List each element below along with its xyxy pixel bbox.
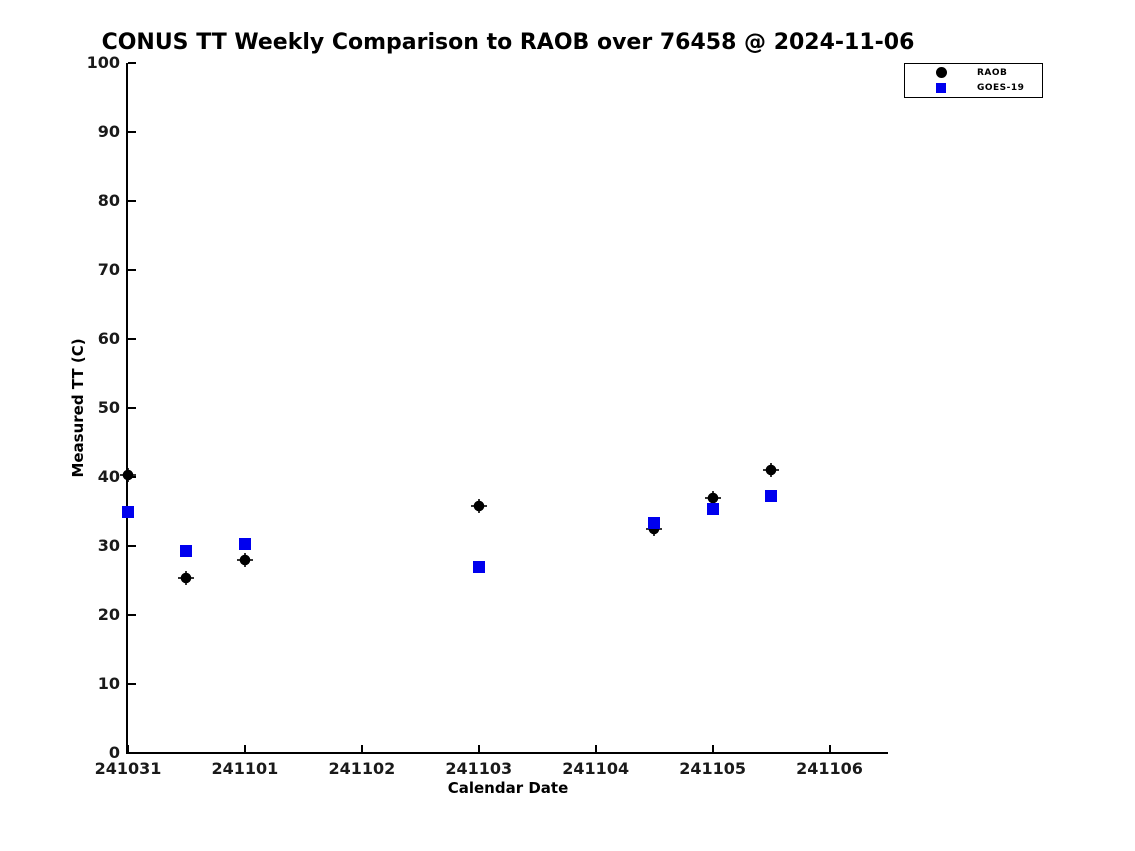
y-tick — [128, 614, 136, 616]
x-tick — [828, 745, 831, 753]
x-tick — [594, 745, 597, 753]
y-tick — [128, 752, 136, 754]
y-tick — [128, 407, 136, 409]
y-tick-label: 30 — [97, 536, 120, 555]
x-tick-label: 241031 — [94, 759, 162, 778]
x-tick-label: 241101 — [211, 759, 279, 778]
legend-entry-raob: RAOB — [905, 66, 1042, 79]
y-tick — [128, 200, 136, 202]
x-tick-label: 241103 — [445, 759, 513, 778]
legend-entry-goes19: GOES-19 — [905, 82, 1042, 95]
y-tick-label: 90 — [97, 122, 120, 141]
y-tick — [128, 62, 136, 64]
goes19-point — [648, 517, 661, 530]
raob-point — [236, 553, 253, 568]
y-tick-label: 70 — [97, 260, 120, 279]
x-tick-label: 241106 — [796, 759, 863, 778]
x-axis-label: Calendar Date — [447, 779, 569, 797]
y-tick — [128, 131, 136, 133]
chart-title: CONUS TT Weekly Comparison to RAOB over … — [101, 30, 915, 55]
x-tick — [243, 745, 246, 753]
x-tick-label: 241105 — [679, 759, 746, 778]
x-axis-spine — [126, 752, 888, 754]
raob-point — [178, 571, 195, 586]
goes19-point — [238, 537, 251, 550]
y-tick — [128, 338, 136, 340]
y-tick-label: 80 — [97, 191, 120, 210]
x-tick — [477, 745, 480, 753]
y-tick-label: 10 — [97, 674, 120, 693]
goes19-point — [706, 503, 719, 516]
legend-marker-cell — [905, 83, 977, 94]
y-tick-label: 60 — [97, 329, 120, 348]
y-tick-label: 0 — [108, 743, 120, 762]
legend-marker-cell — [905, 67, 977, 79]
x-tick — [360, 745, 363, 753]
x-tick — [127, 745, 129, 753]
goes19-point — [472, 561, 485, 574]
y-tick-label: 50 — [97, 398, 120, 417]
x-tick-label: 241102 — [328, 759, 396, 778]
raob-point — [704, 491, 721, 506]
legend: RAOB GOES-19 — [904, 63, 1043, 98]
y-axis-spine — [126, 63, 128, 754]
goes19-point — [180, 544, 193, 557]
raob-circle-marker-icon — [935, 67, 947, 79]
y-tick-label: 20 — [97, 605, 120, 624]
legend-label-goes19: GOES-19 — [977, 83, 1025, 94]
x-tick — [711, 745, 714, 753]
raob-point — [763, 463, 780, 478]
legend-label-raob: RAOB — [977, 67, 1008, 78]
goes19-point — [122, 505, 134, 518]
y-tick-label: 100 — [86, 53, 120, 72]
raob-point — [470, 498, 487, 513]
y-tick — [128, 683, 136, 685]
raob-point — [120, 467, 136, 482]
goes19-point — [765, 489, 778, 502]
x-tick-label: 241104 — [562, 759, 630, 778]
y-tick — [128, 545, 136, 547]
y-tick-label: 40 — [97, 467, 120, 486]
goes19-square-marker-icon — [936, 83, 946, 94]
y-tick — [128, 269, 136, 271]
